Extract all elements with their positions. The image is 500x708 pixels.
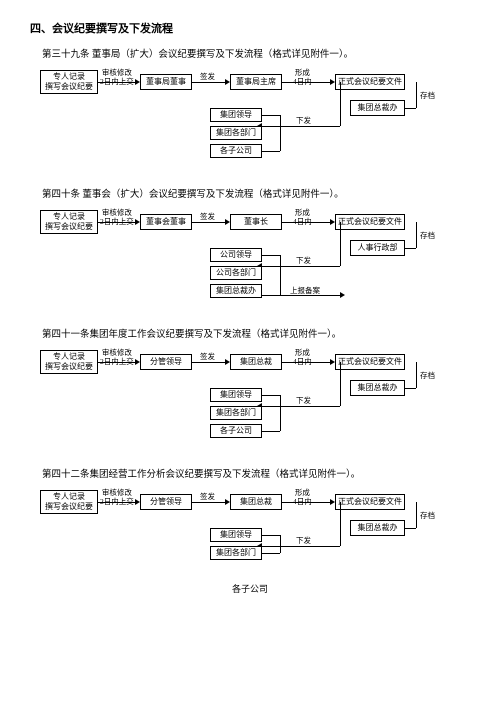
dist2: 集团各部门: [210, 546, 262, 560]
e: 下发: [296, 256, 311, 265]
flow-41: 专人记录 撰写会议纪要 审核修改2日内上交 分管领导 签发 集团总裁 形成4日内…: [40, 346, 470, 456]
box-doc: 正式会议纪要文件: [335, 74, 405, 90]
box-archive: 集团总裁办: [350, 380, 405, 396]
e: 存档: [420, 371, 435, 380]
box-chairman: 董事长: [230, 214, 282, 230]
box-directors: 董事局董事: [140, 74, 192, 90]
footer-text: 各子公司: [30, 582, 470, 595]
e: 下发: [296, 396, 311, 405]
dist1: 集团领导: [210, 108, 262, 122]
box-archive: 集团总裁办: [350, 520, 405, 536]
e: 下发: [296, 536, 311, 545]
box-pres: 集团总裁: [230, 354, 282, 370]
box-record: 专人记录 撰写会议纪要: [40, 210, 98, 234]
box-leader: 分管领导: [140, 494, 192, 510]
box-chairman: 董事局主席: [230, 74, 282, 90]
e: 审核修改2日内上交: [100, 348, 134, 366]
e: 下发: [296, 116, 311, 125]
e: 审核修改2日内上交: [100, 488, 134, 506]
article-41-title: 第四十一条集团年度工作会议纪要撰写及下发流程（格式详见附件一）。: [42, 326, 470, 340]
t: 撰写会议纪要: [45, 82, 93, 92]
box-record: 专人记录 撰写会议纪要: [40, 70, 98, 94]
box-doc: 正式会议纪要文件: [335, 494, 405, 510]
box-leader: 分管领导: [140, 354, 192, 370]
box-pres: 集团总裁: [230, 494, 282, 510]
article-39-title: 第三十九条 董事局（扩大）会议纪要撰写及下发流程（格式详见附件一）。: [42, 46, 470, 60]
box-directors: 董事会董事: [140, 214, 192, 230]
dist3: 集团总裁办: [210, 284, 262, 298]
section-title: 四、会议纪要撰写及下发流程: [30, 20, 470, 36]
t: 撰写会议纪要: [45, 222, 93, 232]
e: 签发: [200, 492, 215, 501]
t: 专人记录: [53, 492, 85, 502]
t: 专人记录: [53, 72, 85, 82]
t: 专人记录: [53, 212, 85, 222]
dist3: 各子公司: [210, 424, 262, 438]
dist2: 集团各部门: [210, 406, 262, 420]
box-record: 专人记录 撰写会议纪要: [40, 350, 98, 374]
box-archive: 人事行政部: [350, 240, 405, 256]
flow-40: 专人记录 撰写会议纪要 审核修改2日内上交 董事会董事 签发 董事长 形成4日内…: [40, 206, 470, 316]
e: 上报备案: [290, 286, 320, 295]
dist1: 公司领导: [210, 248, 262, 262]
dist2: 集团各部门: [210, 126, 262, 140]
e: 存档: [420, 511, 435, 520]
box-doc: 正式会议纪要文件: [335, 354, 405, 370]
e: 形成4日内: [293, 488, 312, 506]
e: 形成4日内: [293, 208, 312, 226]
e: 签发: [200, 352, 215, 361]
e: 审核修改2日内上交: [100, 208, 134, 226]
box-archive: 集团总裁办: [350, 100, 405, 116]
t: 撰写会议纪要: [45, 502, 93, 512]
e: 存档: [420, 91, 435, 100]
e: 形成4日内: [293, 68, 312, 86]
dist1: 集团领导: [210, 528, 262, 542]
box-doc: 正式会议纪要文件: [335, 214, 405, 230]
dist2: 公司各部门: [210, 266, 262, 280]
t: 撰写会议纪要: [45, 362, 93, 372]
e: 签发: [200, 72, 215, 81]
e: 审核修改2日内上交: [100, 68, 134, 86]
dist3: 各子公司: [210, 144, 262, 158]
article-42-title: 第四十二条集团经营工作分析会议纪要撰写及下发流程（格式详见附件一）。: [42, 466, 470, 480]
flow-42: 专人记录 撰写会议纪要 审核修改2日内上交 分管领导 签发 集团总裁 形成4日内…: [40, 486, 470, 578]
t: 专人记录: [53, 352, 85, 362]
flow-39: 专人记录 撰写会议纪要 审核修改2日内上交 董事局董事 签发 董事局主席 形成4…: [40, 66, 470, 176]
e: 存档: [420, 231, 435, 240]
e: 形成4日内: [293, 348, 312, 366]
dist1: 集团领导: [210, 388, 262, 402]
e: 签发: [200, 212, 215, 221]
article-40-title: 第四十条 董事会（扩大）会议纪要撰写及下发流程（格式详见附件一）。: [42, 186, 470, 200]
box-record: 专人记录 撰写会议纪要: [40, 490, 98, 514]
